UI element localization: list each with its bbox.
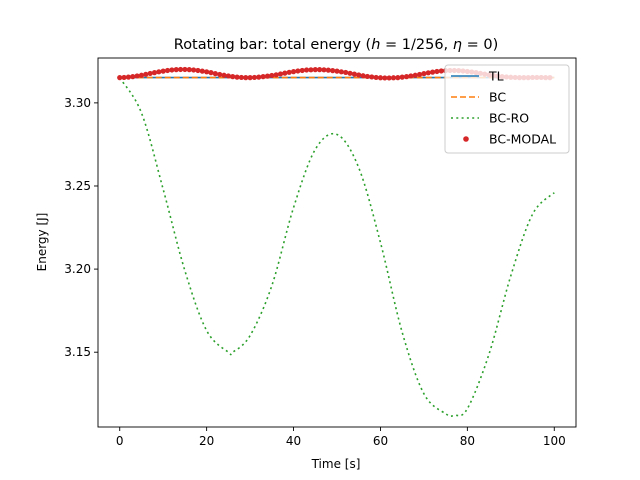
data-point xyxy=(334,68,340,74)
data-point xyxy=(408,73,414,79)
data-point xyxy=(382,75,388,81)
data-point xyxy=(356,72,362,78)
data-point xyxy=(117,75,123,81)
data-point xyxy=(399,74,405,80)
data-point xyxy=(282,70,288,76)
data-point xyxy=(134,73,140,79)
data-point xyxy=(434,68,440,75)
data-point xyxy=(169,67,175,73)
y-tick-label: 3.15 xyxy=(64,345,91,359)
legend-box xyxy=(444,64,570,154)
data-point xyxy=(125,74,132,80)
data-point xyxy=(256,74,262,80)
data-point xyxy=(351,71,357,77)
legend-label-tl: TL xyxy=(488,69,504,84)
data-point xyxy=(173,67,179,73)
data-point xyxy=(325,67,331,73)
data-point xyxy=(421,71,427,77)
data-point xyxy=(204,69,210,75)
data-point xyxy=(221,72,227,78)
y-tick-label: 3.20 xyxy=(64,262,91,276)
x-axis-label: Time [s] xyxy=(311,457,361,471)
data-point xyxy=(260,74,266,80)
data-point xyxy=(347,70,353,76)
data-point xyxy=(264,73,271,79)
data-point xyxy=(295,68,301,74)
data-point xyxy=(238,74,244,81)
data-point xyxy=(130,74,136,80)
data-point xyxy=(121,74,127,81)
data-point xyxy=(177,66,184,73)
data-point xyxy=(321,67,327,73)
data-point xyxy=(182,66,188,73)
data-point xyxy=(317,67,323,73)
data-point xyxy=(138,72,145,78)
y-tick-label: 3.30 xyxy=(64,96,91,110)
data-point xyxy=(338,69,344,75)
x-tick-label: 20 xyxy=(199,434,214,448)
data-point xyxy=(386,75,392,81)
data-point xyxy=(390,75,397,81)
data-point xyxy=(143,71,149,77)
data-point xyxy=(377,75,384,81)
y-axis-label: Energy [J] xyxy=(35,213,49,272)
data-point xyxy=(208,70,214,76)
x-tick-label: 60 xyxy=(373,434,388,448)
data-point xyxy=(164,67,171,74)
data-point xyxy=(438,68,444,74)
data-point xyxy=(186,67,192,73)
data-point xyxy=(234,74,240,80)
data-point xyxy=(308,67,314,73)
data-point xyxy=(243,75,249,81)
data-point xyxy=(343,69,349,76)
axes: 0 20 40 60 80 100 3.15 3.20 3.25 3.30 xyxy=(64,57,577,448)
data-point xyxy=(212,71,218,77)
data-point xyxy=(369,74,375,80)
x-tick-label: 40 xyxy=(286,434,301,448)
data-point xyxy=(290,69,297,75)
series-bc-ro-line xyxy=(119,77,555,417)
data-point xyxy=(217,71,223,78)
data-point xyxy=(425,70,431,76)
data-point xyxy=(412,72,418,78)
data-point xyxy=(277,71,284,77)
data-point xyxy=(230,74,236,80)
legend-label-bc: BC xyxy=(489,90,506,105)
chart-title: Rotating bar: total energy (h = 1/256, η… xyxy=(174,37,498,53)
data-point xyxy=(273,72,279,78)
legend: TL BC BC-RO BC-MODAL xyxy=(444,64,570,154)
data-point xyxy=(303,67,310,73)
x-tick-label: 80 xyxy=(460,434,475,448)
data-point xyxy=(395,75,401,81)
data-point xyxy=(251,74,258,81)
data-point xyxy=(199,68,205,74)
x-tick-label: 0 xyxy=(116,434,124,448)
data-point xyxy=(299,67,305,74)
axes-frame xyxy=(97,57,577,428)
data-point xyxy=(360,73,366,79)
data-point xyxy=(286,69,292,75)
data-point xyxy=(160,68,166,74)
legend-label-bc-ro: BC-RO xyxy=(489,111,529,126)
data-point xyxy=(191,67,197,73)
legend-swatch-bc-modal xyxy=(463,136,469,142)
data-point xyxy=(430,69,436,75)
data-point xyxy=(330,68,336,74)
data-point xyxy=(147,70,153,77)
data-point xyxy=(403,74,410,80)
data-point xyxy=(364,73,371,80)
data-point xyxy=(151,70,158,76)
data-point xyxy=(416,71,423,78)
data-point xyxy=(373,74,379,81)
x-tick-label: 100 xyxy=(543,434,566,448)
data-point xyxy=(195,67,201,74)
y-tick-label: 3.25 xyxy=(64,179,91,193)
data-point xyxy=(156,69,162,75)
data-point xyxy=(269,72,275,79)
legend-label-bc-modal: BC-MODAL xyxy=(489,132,556,147)
data-point xyxy=(247,75,253,81)
data-point xyxy=(225,73,231,79)
data-point xyxy=(312,67,318,73)
